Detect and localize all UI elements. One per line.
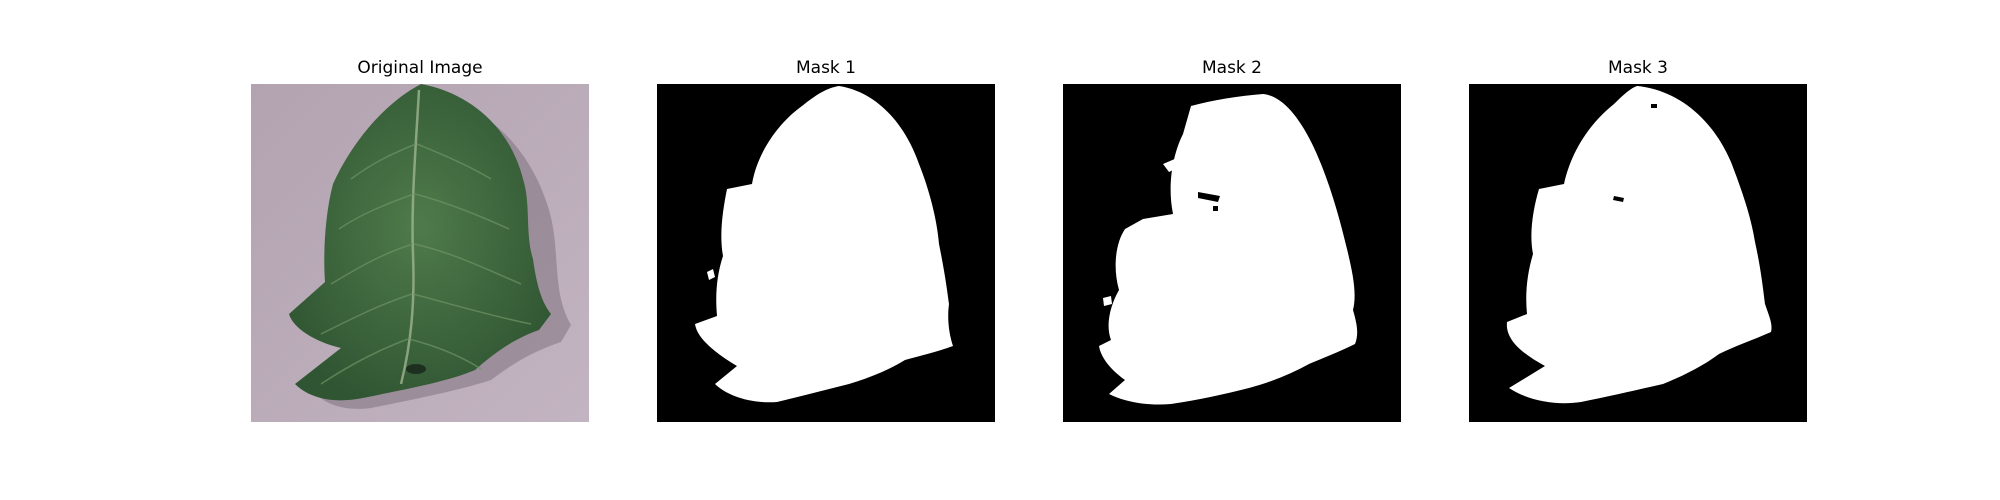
mask-2-region <box>1099 94 1358 405</box>
mask-3-panel <box>1469 84 1807 422</box>
mask-1-image <box>657 84 995 422</box>
original-image-panel <box>251 84 589 422</box>
mask-1-title: Mask 1 <box>795 58 856 78</box>
mask-2-title: Mask 2 <box>1201 58 1262 78</box>
original-image-title: Original Image <box>357 58 483 78</box>
mask-3-image <box>1469 84 1807 422</box>
mask-2-image <box>1063 84 1401 422</box>
leaf-midrib <box>399 89 421 385</box>
mask-3-title: Mask 3 <box>1607 58 1668 78</box>
leaf <box>289 84 551 401</box>
mask-2-panel <box>1063 84 1401 422</box>
leaf-veins <box>320 143 532 385</box>
mask-3-region <box>1506 86 1772 404</box>
mask-1-region <box>695 86 953 403</box>
mask-1-panel <box>657 84 995 422</box>
leaf-hole <box>406 364 426 374</box>
leaf-photo <box>251 84 589 422</box>
